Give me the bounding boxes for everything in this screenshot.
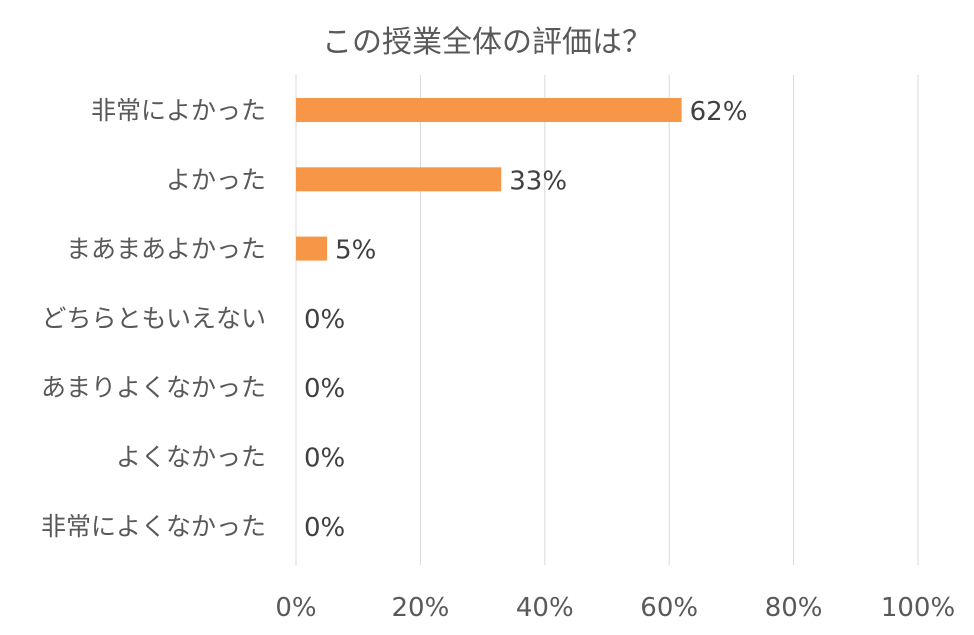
x-tick-label: 100% [881,593,955,623]
data-label: 62% [690,97,748,127]
x-tick-label: 80% [765,593,823,623]
bar [296,236,328,261]
x-tick-label: 40% [516,593,574,623]
data-label: 0% [304,374,345,404]
data-label: 0% [304,444,345,474]
x-tick-label: 60% [640,593,698,623]
data-label: 0% [304,305,345,335]
category-label: まあまあよかった [66,235,266,264]
category-label: よかった [166,165,266,194]
category-labels: 非常によかったよかったまあまあよかったどちらともいえないあまりよくなかったよくな… [41,96,266,541]
category-label: あまりよくなかった [41,373,266,402]
category-label: 非常によくなかった [41,512,266,541]
bars [296,98,682,261]
category-label: どちらともいえない [41,304,266,333]
data-labels: 62% 33% 5% 0% 0% 0% 0% [304,97,747,543]
category-label: よくなかった [116,443,266,472]
data-label: 5% [335,236,376,266]
data-label: 33% [509,166,567,196]
gridlines [295,75,919,565]
bar [296,98,682,122]
x-tick-label: 0% [275,593,316,623]
category-label: 非常によかった [91,96,266,125]
data-label: 0% [304,513,345,543]
x-axis-tick-labels: 0% 20% 40% 60% 80% 100% [275,593,955,623]
chart-title: この授業全体の評価は？ [322,25,652,60]
x-tick-label: 20% [392,593,450,623]
bar [296,167,502,192]
